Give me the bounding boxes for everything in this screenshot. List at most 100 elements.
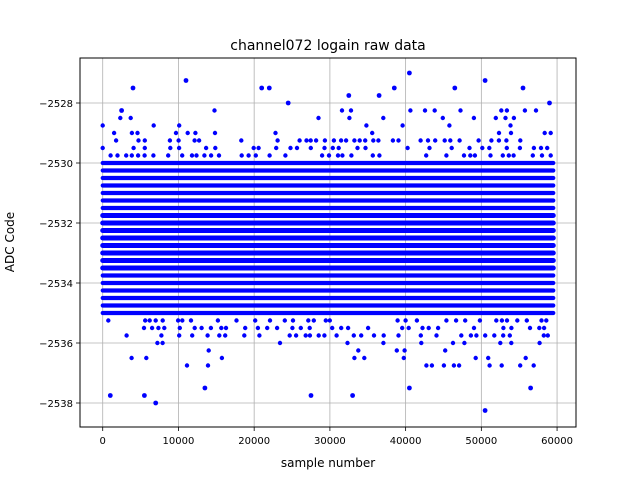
data-point bbox=[363, 138, 368, 143]
data-point bbox=[255, 325, 261, 331]
data-point bbox=[319, 153, 325, 158]
data-point bbox=[444, 153, 449, 158]
data-point bbox=[143, 318, 148, 323]
data-point bbox=[290, 318, 296, 323]
data-point bbox=[396, 138, 401, 143]
data-point bbox=[477, 318, 483, 323]
data-point bbox=[176, 145, 182, 151]
outlier-point bbox=[407, 385, 412, 391]
data-point bbox=[192, 138, 197, 143]
data-point bbox=[537, 325, 542, 331]
data-point bbox=[223, 333, 228, 338]
data-point bbox=[408, 108, 413, 113]
data-point bbox=[424, 363, 429, 368]
data-point bbox=[184, 363, 190, 368]
outlier-point bbox=[308, 393, 314, 398]
data-point bbox=[257, 333, 262, 338]
data-point bbox=[443, 348, 448, 353]
data-point bbox=[364, 123, 369, 128]
data-point bbox=[422, 108, 428, 113]
y-axis-ticks: −2538 −2536 −2534 −2532 −2530 −2528 bbox=[39, 99, 80, 410]
data-point bbox=[142, 153, 147, 158]
data-point bbox=[548, 130, 553, 136]
data-point bbox=[206, 348, 211, 353]
data-point bbox=[426, 325, 431, 331]
data-point bbox=[376, 138, 381, 143]
data-point bbox=[511, 115, 517, 121]
data-point bbox=[345, 325, 351, 331]
data-point bbox=[308, 138, 313, 143]
data-point bbox=[339, 325, 344, 331]
data-point bbox=[234, 318, 239, 323]
data-point bbox=[340, 153, 345, 158]
data-point bbox=[429, 363, 435, 368]
data-point bbox=[294, 145, 300, 151]
data-point bbox=[381, 115, 386, 121]
data-point bbox=[530, 153, 535, 158]
data-point bbox=[160, 318, 165, 323]
data-point bbox=[496, 130, 502, 136]
data-point bbox=[118, 115, 123, 121]
y-tick-label: −2536 bbox=[39, 339, 73, 350]
data-point bbox=[494, 318, 499, 323]
outlier-point bbox=[482, 78, 488, 83]
data-point bbox=[418, 333, 423, 338]
outlier-point bbox=[285, 100, 291, 106]
data-point bbox=[331, 138, 337, 143]
data-point bbox=[362, 355, 367, 361]
data-point bbox=[147, 318, 152, 323]
data-point bbox=[433, 138, 438, 143]
data-point bbox=[265, 325, 270, 331]
data-point bbox=[199, 325, 204, 331]
x-tick-label: 20000 bbox=[238, 436, 270, 447]
data-point bbox=[504, 145, 509, 151]
outlier-point bbox=[107, 393, 113, 398]
data-point bbox=[316, 115, 321, 121]
data-point bbox=[256, 145, 261, 151]
data-point bbox=[480, 145, 485, 151]
data-point bbox=[213, 145, 218, 151]
data-point bbox=[131, 145, 136, 151]
data-point bbox=[185, 130, 190, 136]
data-point bbox=[418, 138, 423, 143]
data-point bbox=[338, 138, 344, 143]
data-point bbox=[194, 153, 199, 158]
data-point bbox=[390, 138, 396, 143]
data-point bbox=[290, 325, 295, 331]
data-point bbox=[517, 145, 523, 151]
outlier-point bbox=[482, 408, 488, 413]
data-point bbox=[456, 363, 462, 368]
data-points bbox=[100, 70, 556, 413]
data-point bbox=[509, 340, 514, 346]
data-point bbox=[468, 153, 473, 158]
data-point bbox=[434, 333, 439, 338]
data-point bbox=[343, 138, 349, 143]
data-point bbox=[444, 318, 449, 323]
data-point bbox=[448, 138, 453, 143]
data-point bbox=[352, 355, 357, 361]
y-tick-label: −2530 bbox=[39, 159, 73, 170]
outlier-point bbox=[520, 85, 526, 91]
data-point bbox=[219, 325, 224, 331]
outlier-point bbox=[153, 400, 159, 406]
data-point bbox=[467, 145, 472, 151]
data-point bbox=[188, 318, 194, 323]
data-point bbox=[487, 363, 492, 368]
data-point bbox=[277, 340, 283, 346]
data-point bbox=[453, 318, 459, 323]
data-point bbox=[129, 153, 134, 158]
data-point bbox=[427, 145, 432, 151]
data-point bbox=[424, 153, 429, 158]
outlier-point bbox=[259, 85, 265, 91]
data-point bbox=[142, 138, 147, 143]
data-point bbox=[307, 325, 312, 331]
outlier-point bbox=[547, 100, 552, 106]
data-point bbox=[327, 318, 332, 323]
data-point bbox=[239, 138, 244, 143]
data-point bbox=[177, 333, 182, 338]
data-point bbox=[155, 340, 160, 346]
x-axis-label: sample number bbox=[281, 456, 375, 470]
data-point bbox=[223, 325, 229, 331]
outlier-point bbox=[130, 85, 136, 91]
data-point bbox=[447, 123, 452, 128]
